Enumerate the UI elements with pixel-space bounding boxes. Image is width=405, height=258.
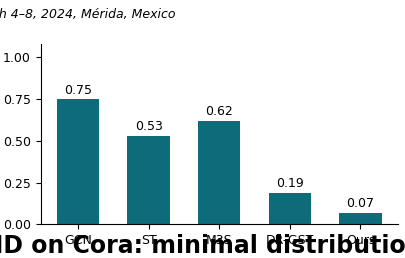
Bar: [268, 193, 310, 224]
Bar: [127, 136, 169, 224]
Text: 0.07: 0.07: [345, 197, 373, 210]
Bar: [339, 213, 381, 224]
Text: MD on Cora: minimal distribution sh: MD on Cora: minimal distribution sh: [0, 234, 405, 258]
Text: 0.75: 0.75: [64, 84, 92, 96]
Bar: [198, 121, 240, 224]
Text: ch 4–8, 2024, Mérida, Mexico: ch 4–8, 2024, Mérida, Mexico: [0, 8, 175, 21]
Text: 0.62: 0.62: [205, 105, 232, 118]
Text: 0.19: 0.19: [275, 177, 303, 190]
Text: 0.53: 0.53: [134, 120, 162, 133]
Bar: [57, 99, 99, 224]
